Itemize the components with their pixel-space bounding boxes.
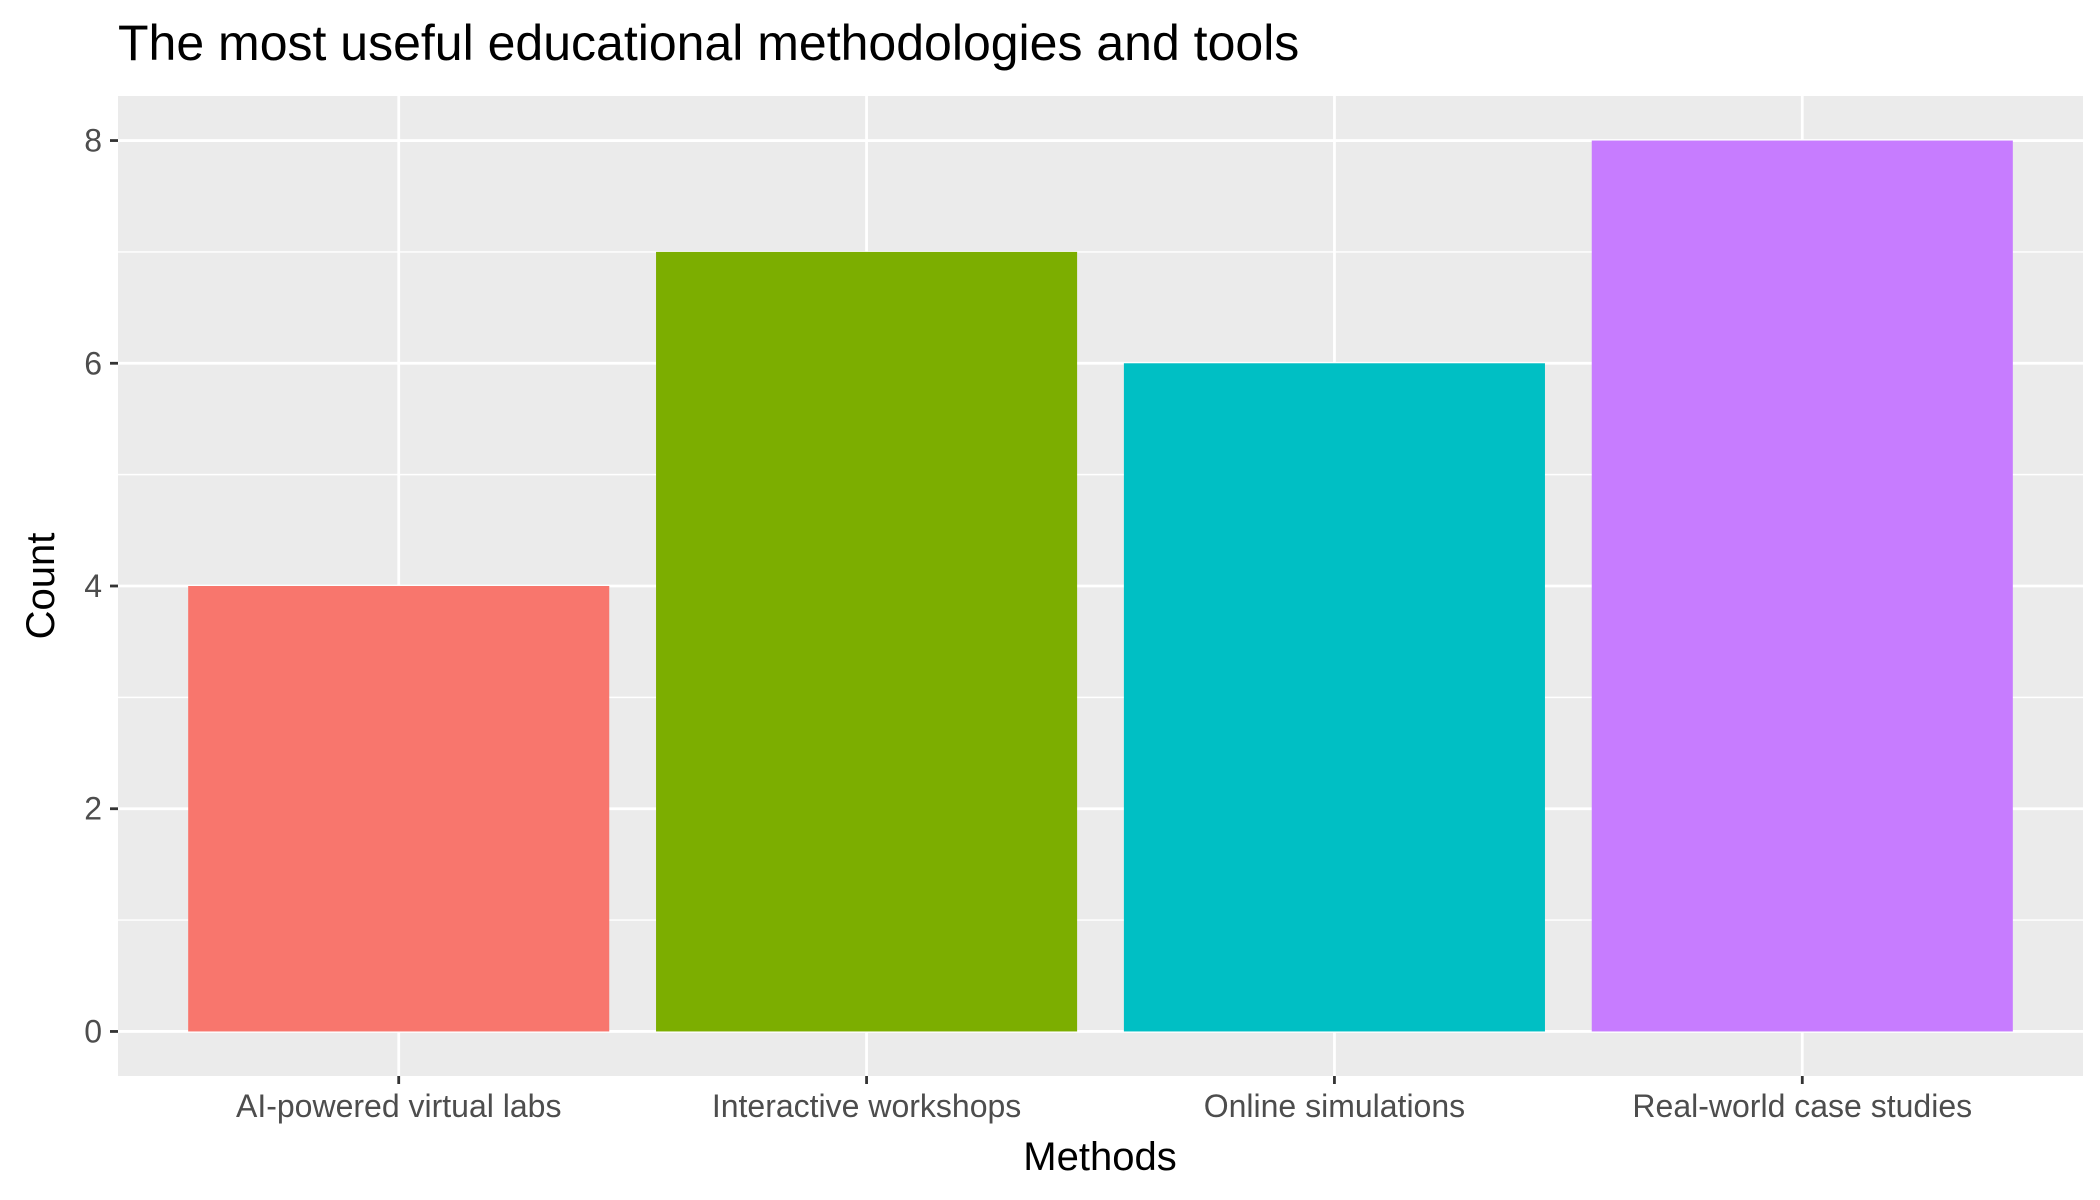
x-axis: AI-powered virtual labs Interactive works… [236, 1076, 1972, 1124]
x-axis-title: Methods [1023, 1135, 1176, 1179]
bar [1123, 363, 1545, 1032]
x-tick-label: Interactive workshops [712, 1088, 1021, 1124]
bar [656, 251, 1078, 1032]
y-axis: 0 2 4 6 8 [84, 123, 118, 1049]
y-tick-label: 6 [84, 345, 102, 381]
bar [1591, 140, 2013, 1032]
y-tick-label: 8 [84, 123, 102, 159]
chart-title: The most useful educational methodologie… [118, 15, 1299, 71]
x-tick-label: Real-world case studies [1632, 1088, 1972, 1124]
bar [188, 586, 610, 1032]
y-tick-label: 4 [84, 568, 102, 604]
y-tick-label: 0 [84, 1013, 102, 1049]
x-tick-label: AI-powered virtual labs [236, 1088, 561, 1124]
y-axis-title: Count [19, 533, 63, 640]
y-tick-label: 2 [84, 791, 102, 827]
x-tick-label: Online simulations [1204, 1088, 1465, 1124]
bars [188, 140, 2013, 1032]
